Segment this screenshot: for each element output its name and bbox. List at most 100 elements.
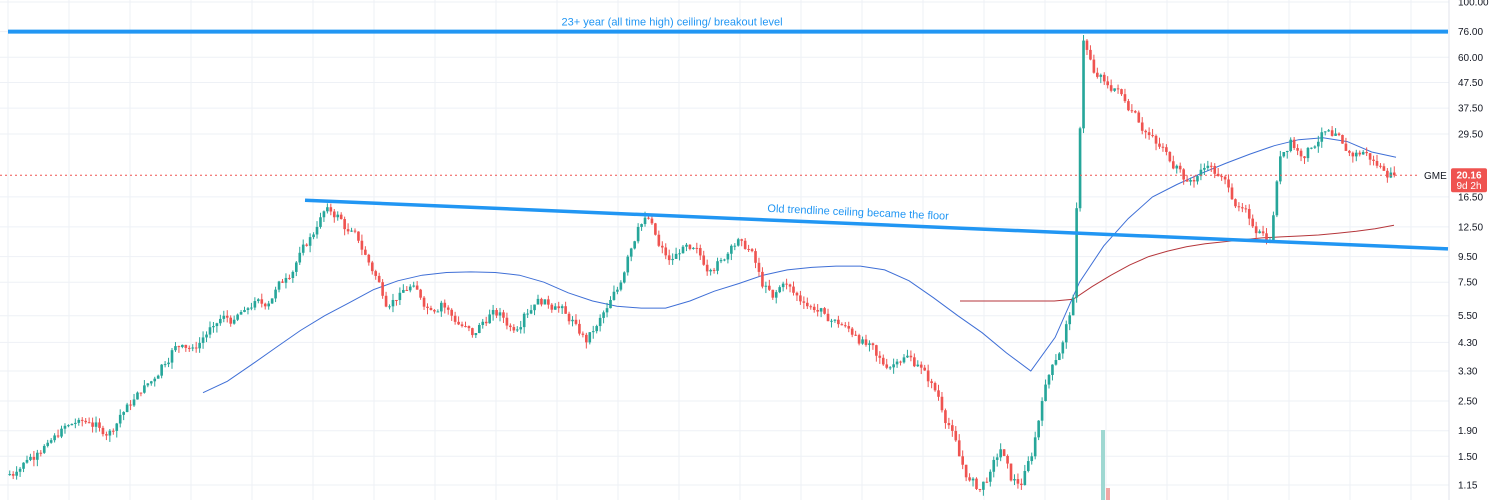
candle-body [740, 239, 744, 241]
candle-body [1044, 384, 1047, 402]
candle-body [329, 207, 333, 212]
y-tick-label: 5.50 [1458, 311, 1478, 322]
candle-body [1109, 85, 1113, 91]
candle-body [1282, 152, 1286, 157]
candle-body [1026, 461, 1030, 471]
candle-body [1354, 152, 1358, 157]
candle-body [764, 285, 768, 287]
candle-body [77, 419, 81, 423]
y-tick-label: 2.50 [1458, 397, 1478, 408]
candle-body [236, 314, 239, 320]
candle-body [191, 347, 195, 349]
candle-body [1330, 130, 1334, 136]
candle-body [591, 331, 595, 333]
candle-body [1358, 152, 1362, 155]
trendlines[interactable]: 23+ year (all time high) ceiling/ breako… [8, 17, 1449, 251]
volume-bars [1101, 430, 1110, 500]
candle-body [377, 275, 381, 283]
candle-body [446, 307, 450, 310]
ma-short-line [202, 137, 1397, 394]
candle-body [968, 477, 971, 481]
candle-body [830, 320, 833, 322]
candle-body [633, 241, 636, 249]
candle-body [436, 311, 440, 313]
candle-body [474, 333, 478, 336]
candle-body [792, 286, 795, 293]
candle-body [467, 326, 471, 329]
candle-body [926, 370, 930, 382]
candle-body [1203, 167, 1206, 170]
candle-body [560, 306, 564, 309]
candle-body [1216, 173, 1220, 177]
candle-body [906, 355, 909, 358]
candle-body [1254, 226, 1258, 234]
candle-body [543, 299, 547, 305]
candle-body [187, 347, 191, 349]
candle-body [881, 357, 885, 365]
candle-body [1134, 111, 1137, 113]
volume-bar [1101, 430, 1105, 500]
candle-body [595, 326, 599, 332]
candle-body [167, 362, 170, 365]
candle-body [29, 456, 32, 460]
volume-bar [1106, 488, 1110, 500]
candle-body [495, 309, 498, 316]
candles [8, 35, 1396, 496]
candle-body [667, 255, 671, 261]
candle-body [294, 262, 298, 272]
candle-body [771, 289, 775, 298]
candle-body [581, 333, 585, 335]
candle-body [222, 315, 226, 319]
candle-body [1040, 401, 1044, 421]
price-badge: GME 20.16 9d 2h [1424, 168, 1487, 193]
candle-body [25, 459, 29, 463]
candle-body [194, 347, 198, 349]
candle-body [805, 302, 809, 307]
candle-body [1344, 143, 1348, 151]
candle-body [574, 319, 578, 324]
candle-body [723, 259, 726, 261]
candle-body [332, 211, 336, 218]
candle-body [1013, 479, 1016, 481]
price-axis[interactable]: 100.00 76.00 60.00 47.50 37.50 29.50 16.50 12.5… [1448, 0, 1489, 500]
candle-body [533, 304, 536, 311]
candle-body [219, 318, 222, 324]
candle-body [857, 335, 861, 344]
candle-body [1002, 449, 1006, 456]
candle-body [367, 254, 371, 263]
y-tick-label: 37.50 [1458, 104, 1483, 115]
old-trendline-floor-line[interactable] [304, 198, 1449, 251]
candle-body [909, 355, 913, 358]
candle-body [833, 319, 837, 321]
candle-body [1306, 147, 1310, 159]
candle-body [274, 289, 277, 299]
candle-body [395, 299, 398, 301]
candle-body [1061, 342, 1065, 354]
candle-body [246, 308, 250, 310]
candle-body [326, 207, 329, 212]
candle-body [91, 422, 94, 427]
candle-body [1241, 207, 1244, 209]
y-tick-label: 16.50 [1458, 192, 1483, 203]
candle-body [681, 246, 685, 254]
candle-body [156, 375, 160, 379]
candle-body [149, 381, 153, 384]
candle-body [578, 323, 581, 334]
candle-body [1199, 169, 1203, 177]
candle-body [498, 312, 502, 316]
candle-body [781, 283, 785, 288]
y-tick-label: 76.00 [1458, 27, 1483, 38]
candle-body [36, 452, 39, 460]
candle-body [1272, 215, 1275, 241]
candle-body [878, 355, 882, 358]
candle-body [550, 304, 554, 310]
candle-body [1313, 146, 1317, 148]
candle-body [132, 399, 136, 406]
candle-body [616, 289, 619, 292]
candle-body [1279, 156, 1282, 182]
candle-body [160, 364, 163, 376]
candle-body [98, 422, 101, 428]
candle-body [388, 306, 391, 308]
